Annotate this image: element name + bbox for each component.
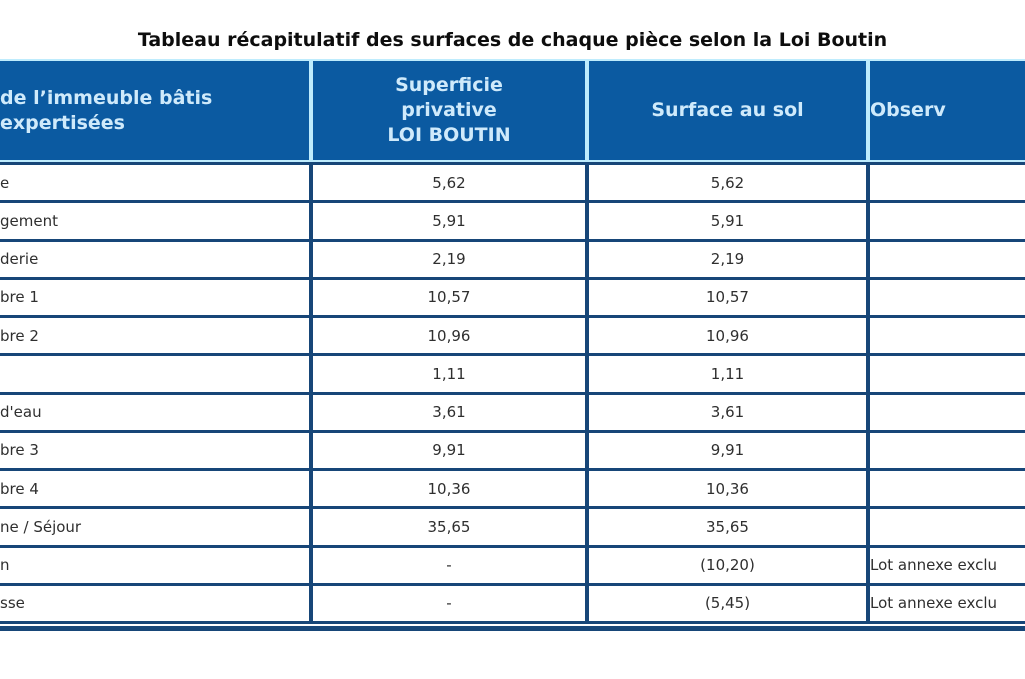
observation-cell: Lot annexe exclu — [870, 585, 1025, 624]
surface-sol-cell: 10,96 — [589, 318, 870, 357]
superficie-cell: - — [313, 585, 589, 624]
table-row: bre 4 10,36 10,36 — [0, 471, 1025, 510]
table-row: n - (10,20) Lot annexe exclu — [0, 547, 1025, 586]
surfaces-table: de l’immeuble bâtis expertisées Superfic… — [0, 59, 1025, 624]
column-header-designation-line2: expertisées — [0, 111, 125, 134]
surface-sol-cell: 2,19 — [589, 241, 870, 280]
table-outer-bottom-border — [0, 626, 1025, 631]
observation-cell — [870, 279, 1025, 318]
surface-sol-cell: 35,65 — [589, 509, 870, 548]
column-header-surface-au-sol: Surface au sol — [589, 59, 870, 162]
observation-cell — [870, 203, 1025, 242]
table-row: 1,11 1,11 — [0, 356, 1025, 395]
room-label-cell: bre 2 — [0, 318, 313, 357]
superficie-cell: 10,36 — [313, 471, 589, 510]
column-header-superficie-line3: LOI BOUTIN — [387, 124, 511, 146]
room-label-cell: ne / Séjour — [0, 509, 313, 548]
superficie-cell: 2,19 — [313, 241, 589, 280]
table-row: ne / Séjour 35,65 35,65 — [0, 509, 1025, 548]
observation-cell — [870, 162, 1025, 204]
column-header-superficie: Superficie privative LOI BOUTIN — [313, 59, 589, 162]
superficie-cell: 1,11 — [313, 356, 589, 395]
column-header-designation-line1: de l’immeuble bâtis — [0, 86, 213, 109]
room-label-cell: d'eau — [0, 394, 313, 433]
table-row: gement 5,91 5,91 — [0, 203, 1025, 242]
table-row: bre 1 10,57 10,57 — [0, 279, 1025, 318]
observation-cell — [870, 394, 1025, 433]
column-header-superficie-line1: Superficie — [395, 74, 503, 96]
surface-sol-cell: 3,61 — [589, 394, 870, 433]
superficie-cell: - — [313, 547, 589, 586]
observation-cell: Lot annexe exclu — [870, 547, 1025, 586]
column-header-observations-line1: Observ — [870, 99, 946, 121]
room-label-cell: bre 3 — [0, 432, 313, 471]
room-label-cell — [0, 356, 313, 395]
column-header-superficie-line2: privative — [401, 99, 497, 121]
superficie-cell: 5,62 — [313, 162, 589, 204]
observation-cell — [870, 241, 1025, 280]
superficie-cell: 10,96 — [313, 318, 589, 357]
surface-sol-cell: 10,36 — [589, 471, 870, 510]
room-label-cell: sse — [0, 585, 313, 624]
room-label-cell: n — [0, 547, 313, 586]
table-row: sse - (5,45) Lot annexe exclu — [0, 585, 1025, 624]
surface-sol-cell: 5,62 — [589, 162, 870, 204]
room-label-cell: e — [0, 162, 313, 204]
room-label-cell: bre 1 — [0, 279, 313, 318]
table-row: e 5,62 5,62 — [0, 162, 1025, 204]
superficie-cell: 9,91 — [313, 432, 589, 471]
surface-sol-cell: (10,20) — [589, 547, 870, 586]
surface-sol-cell: 5,91 — [589, 203, 870, 242]
page-title: Tableau récapitulatif des surfaces de ch… — [137, 29, 888, 51]
table-row: derie 2,19 2,19 — [0, 241, 1025, 280]
table-row: d'eau 3,61 3,61 — [0, 394, 1025, 433]
room-label-cell: derie — [0, 241, 313, 280]
column-header-observations: Observ — [870, 59, 1025, 162]
table-row: bre 2 10,96 10,96 — [0, 318, 1025, 357]
room-label-cell: gement — [0, 203, 313, 242]
superficie-cell: 5,91 — [313, 203, 589, 242]
observation-cell — [870, 318, 1025, 357]
column-header-surface-line1: Surface au sol — [651, 99, 804, 121]
table-row: bre 3 9,91 9,91 — [0, 432, 1025, 471]
room-label-cell: bre 4 — [0, 471, 313, 510]
observation-cell — [870, 471, 1025, 510]
observation-cell — [870, 356, 1025, 395]
header-row: de l’immeuble bâtis expertisées Superfic… — [0, 59, 1025, 162]
surface-sol-cell: 9,91 — [589, 432, 870, 471]
superficie-cell: 35,65 — [313, 509, 589, 548]
column-header-designation: de l’immeuble bâtis expertisées — [0, 59, 313, 162]
superficie-cell: 10,57 — [313, 279, 589, 318]
surface-sol-cell: 10,57 — [589, 279, 870, 318]
superficie-cell: 3,61 — [313, 394, 589, 433]
observation-cell — [870, 509, 1025, 548]
surface-sol-cell: 1,11 — [589, 356, 870, 395]
observation-cell — [870, 432, 1025, 471]
surface-sol-cell: (5,45) — [589, 585, 870, 624]
